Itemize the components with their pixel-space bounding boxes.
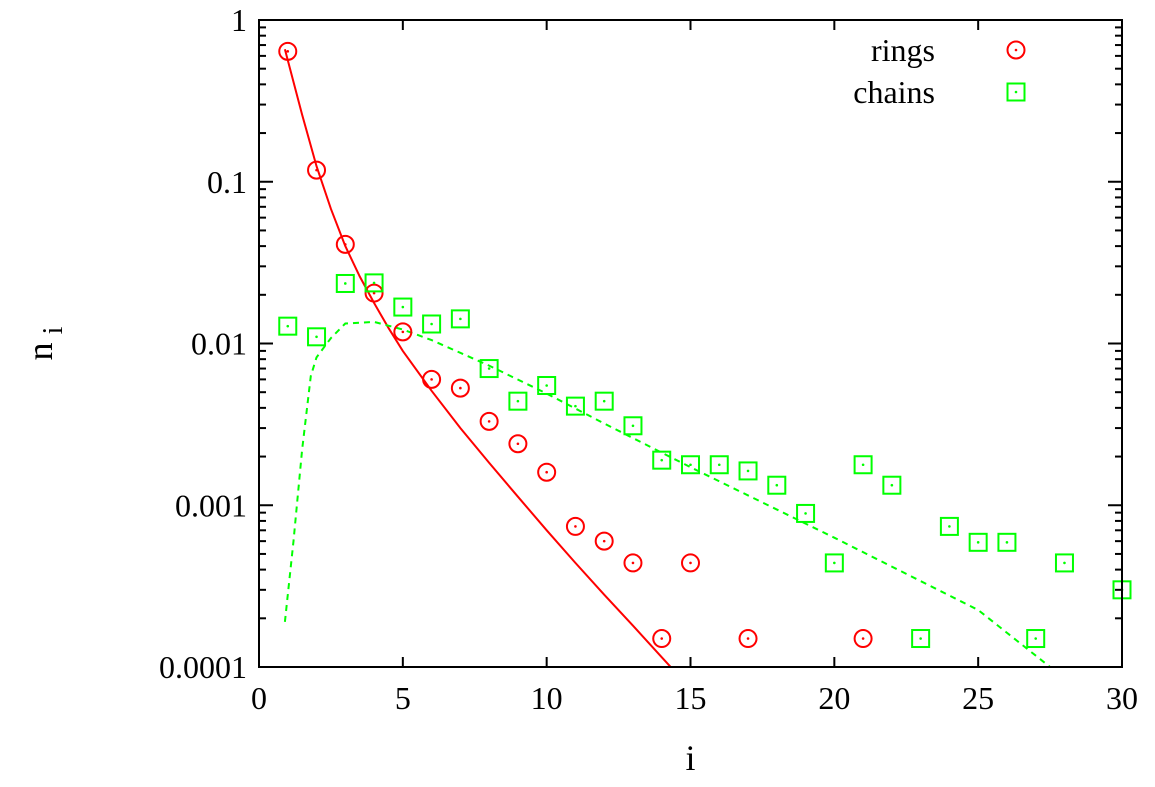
chains-point	[824, 553, 844, 573]
rings-point	[335, 234, 355, 254]
axis-ticks: 0 5 10 15 20 25 30 1 0.1 0.01 0.001 0.0001	[159, 2, 1138, 716]
chains-point	[307, 327, 327, 347]
y-tick-label: 1	[231, 2, 247, 38]
chains-point	[1054, 553, 1074, 573]
chains-point	[882, 475, 902, 495]
chains-point	[537, 375, 557, 395]
x-axis-label: i	[685, 738, 695, 778]
chains-point	[968, 532, 988, 552]
chains-point	[278, 316, 298, 336]
chains-point	[479, 359, 499, 379]
rings-point	[364, 283, 384, 303]
fit-curves	[283, 48, 1051, 667]
legend-label-chains: chains	[853, 74, 935, 110]
rings-point	[565, 516, 585, 536]
rings-point	[681, 553, 700, 573]
rings-point	[450, 378, 470, 398]
y-axis-label-subscript: i	[38, 326, 69, 334]
y-tick-label: 0.0001	[159, 649, 247, 685]
chains-point	[767, 475, 787, 495]
y-axis-label-base: n	[20, 343, 60, 361]
legend-label-rings: rings	[871, 32, 935, 68]
chains-point	[796, 503, 816, 523]
chains-fit-curve	[283, 320, 1051, 667]
legend-marker-chains	[1006, 82, 1026, 102]
rings-point	[652, 629, 672, 649]
rings-point	[479, 411, 499, 431]
chains-point	[709, 455, 729, 475]
x-tick-label: 5	[395, 680, 411, 716]
plot-frame	[258, 19, 1123, 668]
x-tick-label: 10	[531, 680, 563, 716]
chains-point	[565, 396, 585, 416]
x-tick-label: 25	[962, 680, 994, 716]
data-points	[278, 41, 1132, 649]
chains-point	[681, 455, 700, 475]
rings-point	[307, 160, 327, 180]
chains-point	[450, 309, 470, 329]
x-tick-label: 20	[818, 680, 850, 716]
y-tick-label: 0.001	[175, 487, 247, 523]
chains-point	[853, 455, 873, 475]
chains-point	[364, 273, 384, 293]
chains-point	[652, 450, 672, 470]
rings-point	[278, 41, 298, 61]
legend: rings chains	[853, 32, 1026, 110]
chains-point	[911, 629, 931, 649]
y-tick-label: 0.01	[191, 326, 247, 362]
rings-fit-curve	[283, 48, 673, 667]
rings-point	[594, 531, 614, 551]
chains-point	[335, 273, 355, 293]
x-tick-label: 30	[1106, 680, 1138, 716]
rings-point	[738, 629, 758, 649]
x-tick-label: 0	[251, 680, 267, 716]
y-tick-label: 0.1	[207, 164, 247, 200]
rings-point	[393, 322, 413, 342]
chains-point	[623, 416, 643, 436]
rings-point	[623, 553, 643, 573]
chains-point	[997, 532, 1017, 552]
y-axis-label: n i	[20, 326, 69, 360]
rings-point	[422, 369, 442, 389]
chains-point	[594, 391, 614, 411]
rings-point	[537, 462, 557, 482]
x-tick-label: 15	[675, 680, 707, 716]
rings-point	[853, 629, 873, 649]
chains-point	[738, 461, 758, 481]
chains-point	[422, 314, 442, 334]
chains-point	[508, 391, 528, 411]
rings-point	[508, 434, 528, 454]
chains-point	[1026, 629, 1046, 649]
chains-point	[939, 516, 959, 536]
chains-point	[393, 297, 413, 317]
legend-marker-rings	[1006, 40, 1026, 60]
